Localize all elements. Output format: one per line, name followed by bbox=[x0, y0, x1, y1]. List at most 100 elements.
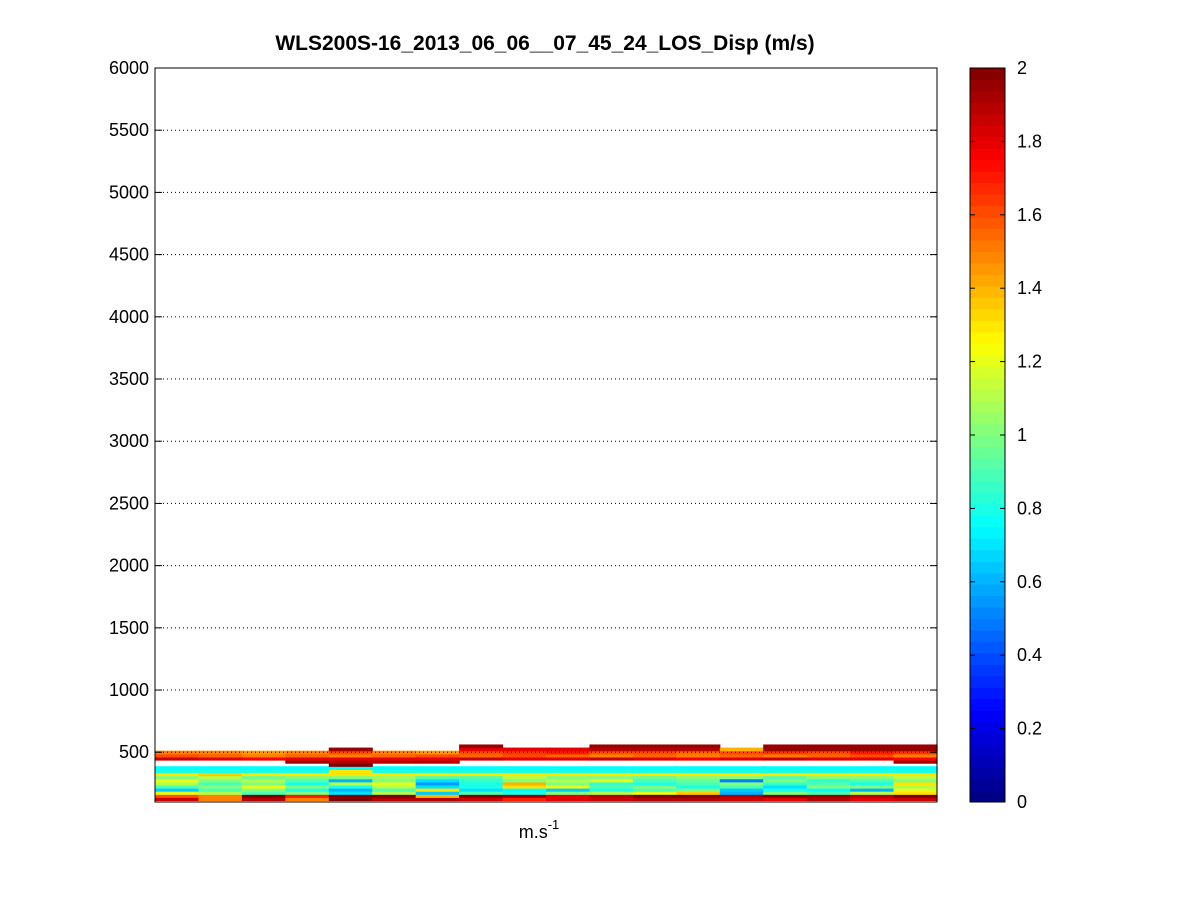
heatmap-cell bbox=[198, 791, 243, 795]
heatmap-cell bbox=[328, 756, 373, 761]
heatmap-cell bbox=[589, 756, 634, 761]
colorbar-segment bbox=[970, 331, 1005, 344]
heatmap-cell bbox=[241, 756, 286, 761]
heatmap-cell bbox=[241, 788, 286, 792]
heatmap-cell bbox=[155, 794, 200, 798]
heatmap-cell bbox=[372, 794, 417, 798]
heatmap-cell bbox=[893, 788, 938, 792]
colorbar-segment bbox=[970, 526, 1005, 539]
colorbar-segment bbox=[970, 159, 1005, 172]
heatmap-cell bbox=[155, 772, 200, 777]
colorbar-segment bbox=[970, 274, 1005, 287]
heatmap-cell bbox=[372, 753, 417, 758]
colorbar-tick-label: 0.2 bbox=[1017, 719, 1042, 739]
heatmap-cell bbox=[676, 750, 721, 755]
colorbar-segment bbox=[970, 457, 1005, 470]
colorbar-segment bbox=[970, 618, 1005, 631]
heatmap-cell bbox=[372, 781, 417, 786]
colorbar-segment bbox=[970, 687, 1005, 700]
heatmap-cell bbox=[676, 766, 721, 770]
heatmap-cell bbox=[763, 788, 808, 792]
colorbar-segment bbox=[970, 354, 1005, 367]
y-tick-label: 4500 bbox=[109, 245, 149, 265]
heatmap-cell bbox=[763, 772, 808, 777]
heatmap-cell bbox=[806, 791, 851, 795]
colorbar-segment bbox=[970, 779, 1005, 792]
heatmap-cell bbox=[850, 781, 895, 786]
heatmap-cell bbox=[589, 775, 634, 780]
heatmap-cell bbox=[502, 750, 547, 755]
heatmap-cell bbox=[632, 781, 677, 786]
heatmap-cell bbox=[719, 747, 764, 752]
heatmap-cell bbox=[676, 791, 721, 795]
heatmap-cell bbox=[415, 775, 460, 780]
heatmap-cell bbox=[285, 753, 330, 758]
heatmap-cell bbox=[546, 788, 591, 792]
colorbar-segment bbox=[970, 675, 1005, 688]
heatmap-cell bbox=[285, 788, 330, 792]
heatmap-cell bbox=[589, 766, 634, 770]
heatmap-cell bbox=[502, 781, 547, 786]
heatmap-cell bbox=[328, 766, 373, 770]
heatmap-cell bbox=[546, 753, 591, 758]
heatmap-cell bbox=[459, 756, 504, 761]
heatmap-cell bbox=[806, 797, 851, 802]
colorbar-segment bbox=[970, 561, 1005, 574]
heatmap-cell bbox=[328, 772, 373, 777]
heatmap-cell bbox=[502, 794, 547, 798]
heatmap-cell bbox=[850, 778, 895, 783]
heatmap-cell bbox=[850, 766, 895, 770]
heatmap-cell bbox=[763, 775, 808, 780]
grid bbox=[155, 129, 937, 753]
heatmap-cell bbox=[502, 784, 547, 789]
heatmap-cell bbox=[198, 750, 243, 755]
heatmap-cell bbox=[763, 744, 808, 749]
heatmap-cell bbox=[806, 788, 851, 792]
heatmap-cell bbox=[719, 781, 764, 786]
colorbar-segment bbox=[970, 171, 1005, 184]
colorbar-segment bbox=[970, 194, 1005, 207]
heatmap-cell bbox=[546, 791, 591, 795]
heatmap-cell bbox=[502, 775, 547, 780]
colorbar-segment bbox=[970, 744, 1005, 757]
colorbar-segment bbox=[970, 584, 1005, 597]
heatmap-cell bbox=[546, 747, 591, 752]
heatmap-cell bbox=[241, 781, 286, 786]
heatmap-cell bbox=[372, 766, 417, 770]
colorbar-segment bbox=[970, 228, 1005, 241]
heatmap-cell bbox=[198, 781, 243, 786]
heatmap-cell bbox=[589, 781, 634, 786]
heatmap-cell bbox=[893, 760, 938, 764]
heatmap-cell bbox=[285, 784, 330, 789]
heatmap-cell bbox=[589, 797, 634, 802]
heatmap-cell bbox=[328, 788, 373, 792]
heatmap-cell bbox=[328, 781, 373, 786]
heatmap-cell bbox=[241, 791, 286, 795]
heatmap-cell bbox=[589, 788, 634, 792]
heatmap-cell bbox=[198, 784, 243, 789]
heatmap-cell bbox=[415, 760, 460, 764]
colorbar-segment bbox=[970, 756, 1005, 769]
heatmap-cell bbox=[415, 756, 460, 761]
y-axis: 500 1000 1500 2000 2500 3000 3500 4000 4500 5000 5… bbox=[109, 58, 937, 762]
heatmap-cell bbox=[676, 756, 721, 761]
heatmap-cell bbox=[372, 750, 417, 755]
heatmap-cell bbox=[546, 794, 591, 798]
y-tick-label: 5500 bbox=[109, 120, 149, 140]
colorbar-tick-label: 1.6 bbox=[1017, 205, 1042, 225]
heatmap-cell bbox=[632, 778, 677, 783]
heatmap-cell bbox=[893, 744, 938, 749]
heatmap-cell bbox=[459, 744, 504, 749]
heatmap-cell bbox=[502, 772, 547, 777]
heatmap-cell bbox=[372, 797, 417, 802]
heatmap-cell bbox=[459, 753, 504, 758]
colorbar-segment bbox=[970, 767, 1005, 780]
heatmap-cell bbox=[676, 775, 721, 780]
heatmap-cell bbox=[285, 778, 330, 783]
heatmap-cell bbox=[719, 753, 764, 758]
heatmap-cell bbox=[806, 781, 851, 786]
y-tick-label: 1500 bbox=[109, 618, 149, 638]
heatmap-cell bbox=[632, 797, 677, 802]
heatmap-cell bbox=[155, 750, 200, 755]
